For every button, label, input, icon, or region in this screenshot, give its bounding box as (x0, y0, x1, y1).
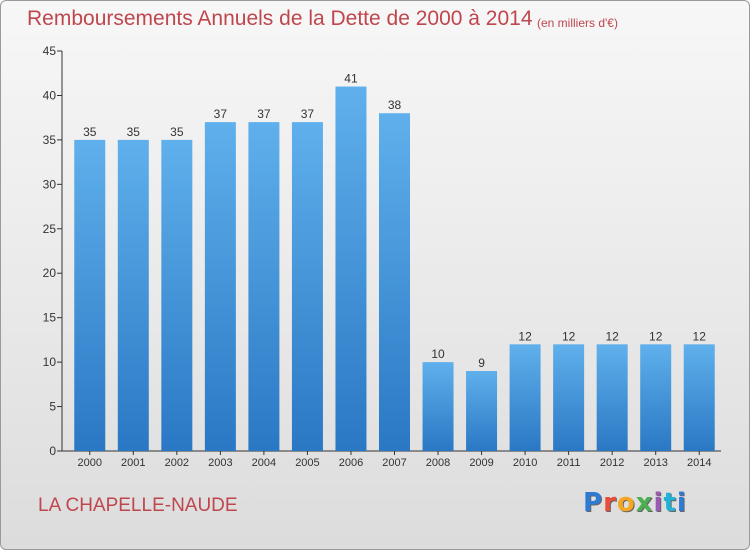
logo-letter: o (616, 488, 636, 518)
bar-2008[interactable] (422, 362, 454, 451)
y-tick-label: 10 (43, 355, 57, 369)
y-tick-label: 15 (43, 311, 57, 325)
x-tick-label: 2006 (339, 457, 363, 469)
chart-bars (74, 86, 715, 452)
x-tick-label: 2003 (208, 457, 232, 469)
y-tick-label: 45 (43, 44, 57, 58)
logo-letter: t (663, 488, 677, 518)
chart-subtitle: (en milliers d'€) (537, 16, 618, 30)
bar-value-label: 10 (431, 347, 445, 361)
bar-value-label: 37 (257, 107, 271, 121)
bar-value-label: 12 (649, 329, 663, 343)
bar-2006[interactable] (335, 86, 367, 452)
x-tick-label: 2001 (121, 457, 145, 469)
proxiti-logo[interactable]: Proxiti (583, 488, 687, 518)
bar-value-label: 38 (388, 98, 402, 112)
y-tick-label: 35 (43, 133, 57, 147)
logo-letter: x (635, 488, 654, 518)
x-tick-label: 2008 (426, 457, 450, 469)
chart-labels: 35 2000 35 2001 35 2002 37 2003 37 2004 37 2005 41 20… (78, 72, 712, 469)
bar-value-label: 12 (605, 329, 619, 343)
bar-2013[interactable] (640, 344, 672, 451)
bar-value-label: 9 (478, 356, 485, 370)
x-tick-label: 2011 (557, 457, 581, 469)
x-tick-label: 2013 (643, 457, 667, 469)
y-tick-label: 5 (49, 400, 56, 414)
bar-2004[interactable] (248, 122, 280, 451)
logo-letter: P (583, 488, 604, 518)
x-tick-label: 2005 (295, 457, 319, 469)
bar-value-label: 37 (301, 107, 315, 121)
bar-value-label: 12 (693, 329, 707, 343)
bar-value-label: 35 (170, 125, 184, 139)
x-tick-label: 2004 (252, 457, 276, 469)
x-tick-label: 2000 (78, 457, 102, 469)
logo-letter: r (603, 488, 617, 518)
y-tick-label: 20 (43, 266, 57, 280)
bar-value-label: 35 (83, 125, 97, 139)
logo-letter: i (653, 488, 664, 518)
y-tick-label: 25 (43, 222, 57, 236)
bar-value-label: 41 (344, 72, 358, 86)
x-tick-label: 2007 (382, 457, 406, 469)
bar-2001[interactable] (117, 139, 149, 451)
logo-letter: i (676, 488, 687, 518)
bar-value-label: 37 (214, 107, 228, 121)
x-tick-label: 2002 (165, 457, 189, 469)
bar-2014[interactable] (683, 344, 715, 451)
bar-2010[interactable] (509, 344, 541, 451)
x-tick-label: 2010 (513, 457, 537, 469)
bar-2007[interactable] (379, 113, 410, 451)
y-tick-label: 30 (43, 177, 57, 191)
bar-2003[interactable] (204, 122, 236, 451)
x-tick-label: 2009 (469, 457, 493, 469)
bar-2009[interactable] (466, 371, 498, 451)
bar-value-label: 35 (127, 125, 141, 139)
commune-name: LA CHAPELLE-NAUDE (38, 495, 238, 516)
bar-value-label: 12 (562, 329, 576, 343)
bar-value-label: 12 (518, 329, 532, 343)
bar-2000[interactable] (74, 139, 106, 451)
x-tick-label: 2012 (600, 457, 624, 469)
y-tick-label: 0 (49, 444, 56, 458)
chart-title: Remboursements Annuels de la Dette de 20… (27, 7, 533, 30)
bar-2002[interactable] (161, 139, 193, 451)
bar-2012[interactable] (596, 344, 628, 451)
x-tick-label: 2014 (687, 457, 711, 469)
bar-2005[interactable] (291, 122, 323, 451)
bar-2011[interactable] (553, 344, 585, 451)
y-tick-label: 40 (43, 88, 57, 102)
